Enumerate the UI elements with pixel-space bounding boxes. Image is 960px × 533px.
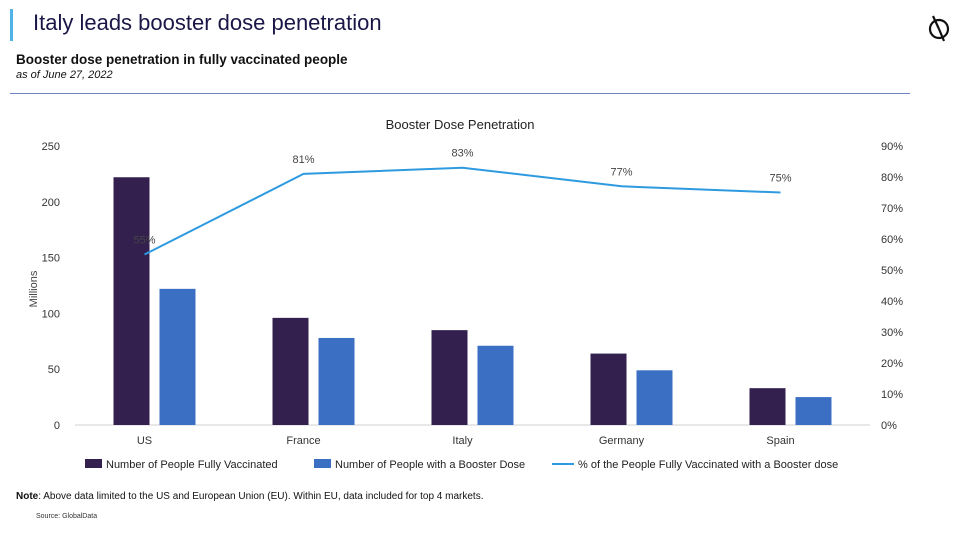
line-data-label: 55%: [133, 235, 155, 247]
y-tick-label: 250: [42, 141, 60, 153]
legend-label: % of the People Fully Vaccinated with a …: [578, 459, 838, 471]
bar-booster-dose: [636, 370, 673, 425]
bar-fully-vaccinated: [272, 317, 309, 425]
bar-booster-dose: [159, 288, 196, 425]
y2-tick-label: 20%: [881, 358, 903, 370]
line-data-label: 77%: [610, 166, 632, 178]
legend-label: Number of People Fully Vaccinated: [106, 459, 278, 471]
booster-percent-line: [144, 166, 781, 256]
line-data-label: 83%: [451, 148, 473, 160]
page-title: Italy leads booster dose penetration: [33, 10, 382, 35]
y-tick-label: 100: [42, 308, 60, 320]
legend-swatch: [314, 459, 331, 468]
as-of-date: as of June 27, 2022: [16, 69, 113, 81]
bar-fully-vaccinated: [431, 330, 468, 425]
brand-logo-icon: [928, 15, 950, 42]
chart-legend: Number of People Fully Vaccinated Number …: [85, 459, 838, 471]
chart-subtitle: Booster dose penetration in fully vaccin…: [16, 52, 348, 67]
y-tick-label: 200: [42, 197, 60, 209]
bar-fully-vaccinated: [590, 353, 627, 425]
header-divider: [10, 93, 910, 94]
x-tick-label: Germany: [599, 435, 645, 447]
bar-booster-dose: [795, 397, 832, 425]
footnote: Note: Above data limited to the US and E…: [16, 491, 483, 502]
y-axis-label: Millions: [28, 270, 40, 307]
x-tick-label: Italy: [452, 435, 473, 447]
y2-tick-label: 60%: [881, 234, 903, 246]
title-accent-bar: [10, 9, 13, 41]
bar-booster-dose: [318, 337, 355, 425]
y-axis-right: 0% 10% 20% 30% 40% 50% 60% 70% 80% 90%: [881, 141, 903, 432]
y-tick-label: 50: [48, 364, 60, 376]
booster-dose-chart: Booster Dose Penetration Millions 0 50 100…: [28, 117, 903, 471]
y-tick-label: 150: [42, 253, 60, 265]
x-axis-categories: US France Italy Germany Spain: [137, 435, 795, 447]
x-tick-label: US: [137, 435, 152, 447]
y-tick-label: 0: [54, 420, 60, 432]
y2-tick-label: 10%: [881, 389, 903, 401]
bar-series: [113, 177, 832, 425]
y2-tick-label: 30%: [881, 327, 903, 339]
y2-tick-label: 80%: [881, 172, 903, 184]
line-data-label: 81%: [292, 154, 314, 166]
x-tick-label: France: [286, 435, 320, 447]
note-label: Note: [16, 491, 39, 502]
y2-tick-label: 50%: [881, 265, 903, 277]
source-credit: Source: GlobalData: [36, 513, 98, 520]
note-text: : Above data limited to the US and Europ…: [38, 491, 484, 502]
legend-swatch: [85, 459, 102, 468]
bar-fully-vaccinated: [113, 177, 150, 425]
y2-tick-label: 40%: [881, 296, 903, 308]
y2-tick-label: 70%: [881, 203, 903, 215]
chart-title: Booster Dose Penetration: [386, 117, 535, 132]
x-tick-label: Spain: [766, 435, 794, 447]
y-axis-left: 0 50 100 150 200 250: [42, 141, 60, 432]
booster-percent-labels: 55% 81% 83% 77% 75%: [133, 148, 791, 247]
y2-tick-label: 0%: [881, 420, 897, 432]
bar-booster-dose: [477, 345, 514, 425]
line-data-label: 75%: [769, 173, 791, 185]
y2-tick-label: 90%: [881, 141, 903, 153]
bar-fully-vaccinated: [749, 388, 786, 425]
legend-label: Number of People with a Booster Dose: [335, 459, 525, 471]
